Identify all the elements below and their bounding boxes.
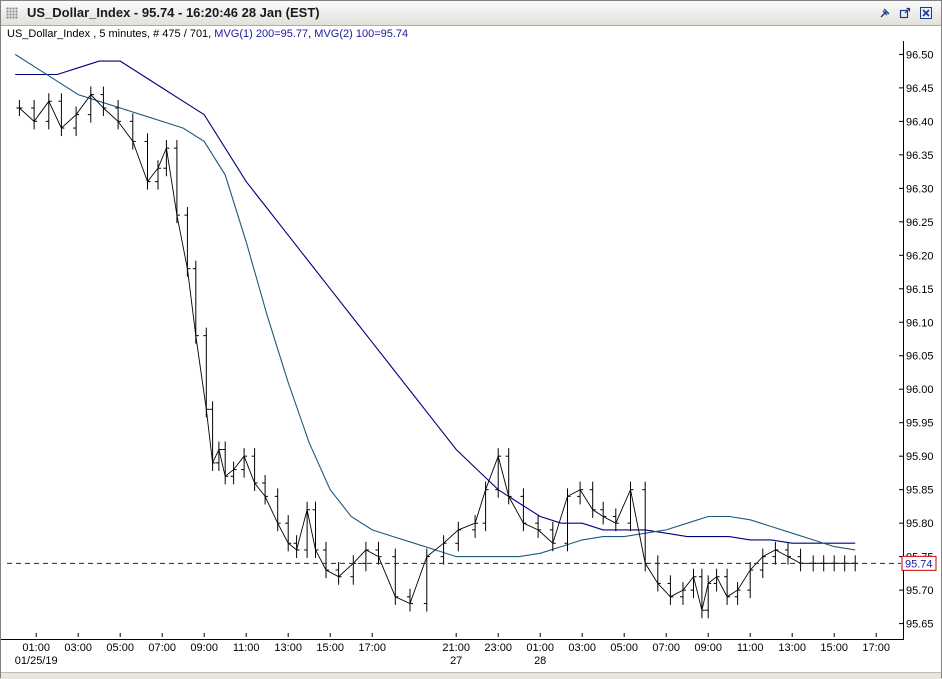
- y-tick-label: 96.15: [906, 284, 934, 296]
- x-date-label: 01/25/19: [15, 655, 58, 667]
- x-tick-label: 17:00: [862, 642, 890, 654]
- maximize-icon[interactable]: [898, 6, 912, 20]
- ma1-label: MVG(1) 200=95.77: [214, 28, 309, 40]
- price-chart[interactable]: 96.50 96.45 96.40 96.35 96.30 96.25 96.20 96.15…: [1, 41, 942, 677]
- last-price-label: 95.74: [905, 558, 933, 570]
- x-tick-label: 15:00: [316, 642, 344, 654]
- y-tick-label: 95.65: [906, 619, 934, 631]
- x-tick-label: 21:00: [442, 642, 470, 654]
- y-tick-label: 95.90: [906, 451, 934, 463]
- ma2-label: MVG(2) 100=95.74: [314, 28, 409, 40]
- last-price-box: [901, 555, 937, 571]
- symbol-info: US_Dollar_Index , 5 minutes, # 475 / 701…: [7, 28, 215, 40]
- x-tick-label: 17:00: [358, 642, 386, 654]
- x-tick-label: 01:00: [22, 642, 50, 654]
- close-icon[interactable]: [919, 6, 933, 20]
- x-tick-label: 09:00: [190, 642, 218, 654]
- x-tick-label: 01:00: [526, 642, 554, 654]
- x-tick-label: 05:00: [106, 642, 134, 654]
- y-tick-label: 96.50: [906, 49, 934, 61]
- x-tick-label: 03:00: [64, 642, 92, 654]
- drag-grip-icon[interactable]: [6, 7, 18, 19]
- y-tick-label: 95.80: [906, 518, 934, 530]
- y-tick-label: 96.10: [906, 317, 934, 329]
- x-tick-label: 03:00: [568, 642, 596, 654]
- y-tick-label: 96.25: [906, 217, 934, 229]
- y-tick-label: 96.45: [906, 83, 934, 95]
- status-bar: [1, 672, 941, 679]
- y-tick-label: 96.05: [906, 351, 934, 363]
- x-tick-label: 13:00: [778, 642, 806, 654]
- y-tick-label: 96.20: [906, 250, 934, 262]
- y-tick-label: 96.30: [906, 183, 934, 195]
- plot-area[interactable]: 96.50 96.45 96.40 96.35 96.30 96.25 96.20 96.15…: [1, 41, 937, 667]
- pin-icon[interactable]: [878, 6, 892, 20]
- x-tick-label: 23:00: [484, 642, 512, 654]
- y-tick-label: 96.35: [906, 150, 934, 162]
- moving-average-line: [14, 53, 856, 558]
- price-path: [19, 93, 856, 611]
- x-tick-label: 11:00: [233, 642, 260, 654]
- y-tick-label: 95.85: [906, 485, 934, 497]
- y-tick-label: 95.70: [906, 585, 934, 597]
- window-title: US_Dollar_Index - 95.74 - 16:20:46 28 Ja…: [27, 5, 320, 20]
- x-tick-label: 09:00: [694, 642, 722, 654]
- x-tick-label: 05:00: [610, 642, 638, 654]
- x-date-label: 28: [534, 655, 546, 667]
- moving-average-line: [15, 60, 856, 544]
- x-tick-label: 15:00: [820, 642, 848, 654]
- x-tick-label: 11:00: [737, 642, 764, 654]
- x-tick-label: 07:00: [652, 642, 680, 654]
- x-date-label: 27: [450, 655, 462, 667]
- x-tick-label: 13:00: [274, 642, 302, 654]
- x-tick-label: 07:00: [148, 642, 176, 654]
- y-tick-label: 96.40: [906, 116, 934, 128]
- title-bar[interactable]: US_Dollar_Index - 95.74 - 16:20:46 28 Ja…: [1, 1, 941, 26]
- y-tick-label: 96.00: [906, 384, 934, 396]
- y-tick-label: 95.95: [906, 418, 934, 430]
- indicator-legend: US_Dollar_Index , 5 minutes, # 475 / 701…: [7, 28, 409, 40]
